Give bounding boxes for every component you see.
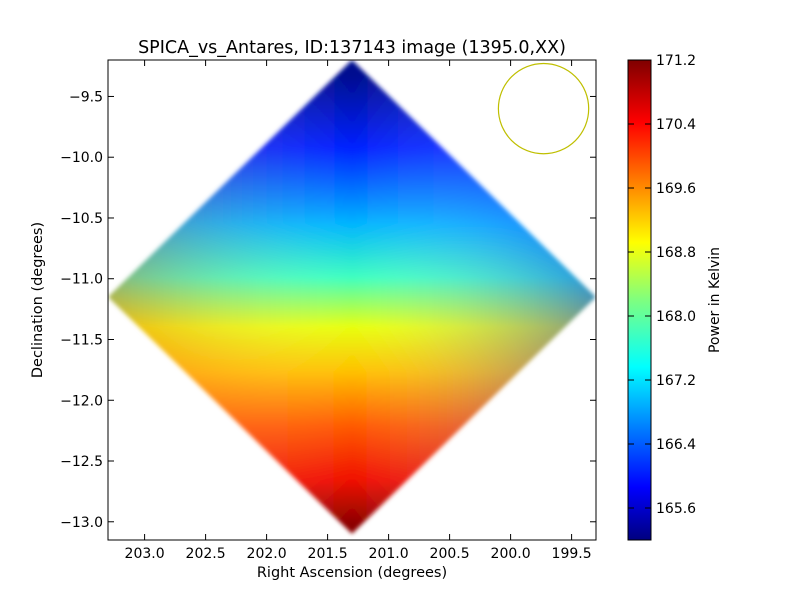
y-axis-label: Declination (degrees) xyxy=(30,222,46,378)
y-axis-ticks: −9.5 −10.0 −10.5 −11.0 −11.5 −12.0 −12.5 −13.0 xyxy=(60,89,596,531)
x-tick-label: 200.5 xyxy=(430,546,470,562)
x-axis-label: Right Ascension (degrees) xyxy=(257,565,447,581)
colorbar-tick-label: 171.2 xyxy=(656,53,696,69)
beam-circle xyxy=(497,62,590,155)
colorbar-gradient xyxy=(627,59,652,541)
plot-frame xyxy=(107,59,597,541)
y-tick-label: −13.0 xyxy=(60,515,103,531)
x-tick-label: 199.5 xyxy=(552,546,592,562)
y-tick-label: −10.5 xyxy=(60,211,103,227)
colorbar-label: Power in Kelvin xyxy=(707,247,723,353)
colorbar-tick-label: 170.4 xyxy=(656,117,696,133)
y-tick-label: −11.5 xyxy=(60,332,103,348)
y-tick-label: −10.0 xyxy=(60,150,103,166)
colorbar: 165.6 166.4 167.2 168.0 168.8 169.6 170.4 171.2… xyxy=(627,53,723,541)
x-tick-label: 202.0 xyxy=(247,546,287,562)
colorbar-tick-label: 165.6 xyxy=(656,501,696,517)
colorbar-tick-label: 167.2 xyxy=(656,373,696,389)
x-tick-label: 201.5 xyxy=(308,546,348,562)
y-tick-label: −9.5 xyxy=(69,89,103,105)
colorbar-tick-label: 166.4 xyxy=(656,437,696,453)
plot-area xyxy=(108,60,596,540)
heatmap-east-west-shading xyxy=(108,60,596,534)
colorbar-tick-label: 168.8 xyxy=(656,245,696,261)
x-tick-label: 202.5 xyxy=(186,546,226,562)
y-tick-label: −12.0 xyxy=(60,393,103,409)
x-tick-label: 203.0 xyxy=(125,546,165,562)
colorbar-tick-label: 169.6 xyxy=(656,181,696,197)
chart-title: SPICA_vs_Antares, ID:137143 image (1395.… xyxy=(138,38,566,58)
colorbar-tick-label: 168.0 xyxy=(656,309,696,325)
heatmap-image xyxy=(108,60,596,534)
y-tick-label: −12.5 xyxy=(60,454,103,470)
colorbar-ticks: 165.6 166.4 167.2 168.0 168.8 169.6 170.4 171.2 xyxy=(628,53,696,517)
x-axis-ticks: 203.0 202.5 202.0 201.5 201.0 200.5 200.0 199.5 xyxy=(125,60,592,562)
y-tick-label: −11.0 xyxy=(60,272,103,288)
x-tick-label: 200.0 xyxy=(491,546,531,562)
x-tick-label: 201.0 xyxy=(369,546,409,562)
